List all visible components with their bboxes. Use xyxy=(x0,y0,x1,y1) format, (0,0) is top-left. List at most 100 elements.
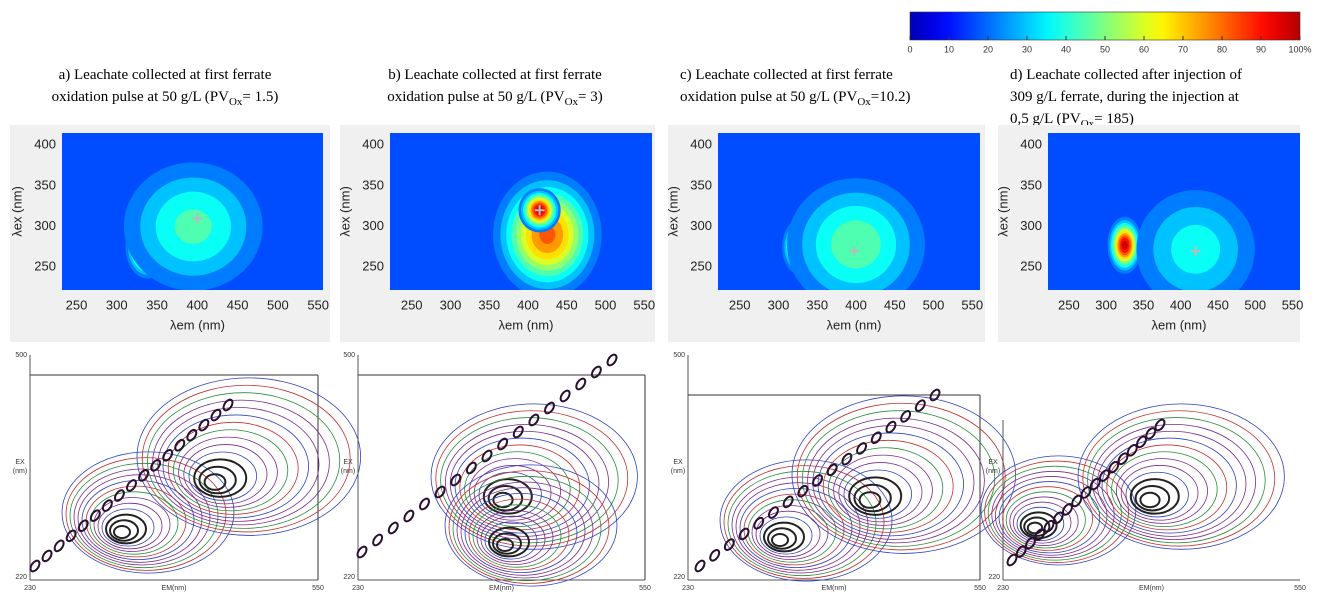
scatter-band xyxy=(186,428,198,442)
contour-line xyxy=(167,421,299,515)
y-axis-label: (nm) xyxy=(13,468,27,475)
x-tick-label: 500 xyxy=(267,297,289,312)
scatter-band xyxy=(544,401,555,415)
contour-line xyxy=(449,430,600,537)
contour-line xyxy=(1129,478,1180,515)
peak-marker xyxy=(849,245,860,256)
contour-line xyxy=(848,476,903,516)
contour-line xyxy=(838,462,923,523)
caption-text: = 3) xyxy=(578,89,603,105)
scatter-band xyxy=(782,495,794,509)
caption-line: 309 g/L ferrate, during the injection at xyxy=(1010,89,1240,105)
scatter-band xyxy=(1126,444,1138,457)
contour-line xyxy=(480,515,546,563)
contour-line xyxy=(767,527,797,550)
contour-line xyxy=(468,458,561,524)
scatter-band xyxy=(1015,545,1027,558)
contour-line xyxy=(183,444,268,505)
scatter-band xyxy=(797,484,809,498)
y-axis-label: (nm) xyxy=(341,468,355,475)
x-axis-label: EM(nm) xyxy=(489,585,514,592)
y-axis-label: EX xyxy=(673,459,683,466)
peak-marker xyxy=(534,205,545,216)
x-tick-label: 300 xyxy=(440,297,462,312)
scatter-band xyxy=(1034,528,1046,541)
scatter-band xyxy=(900,410,912,423)
contour-line xyxy=(991,470,1115,559)
x-tick-label: 300 xyxy=(106,297,128,312)
y-axis-label: (nm) xyxy=(986,468,1000,475)
scatter-band xyxy=(403,509,415,523)
contour-line xyxy=(173,429,289,512)
caption-line: oxidation pulse at 50 g/L (PVOx= 3) xyxy=(387,89,603,108)
scatter-band xyxy=(222,398,234,412)
x-axis-label: λem (nm) xyxy=(827,317,882,332)
y-axis-label: EX xyxy=(15,459,25,466)
contour-line xyxy=(472,504,562,568)
scatter-band xyxy=(870,431,882,445)
scatter-band xyxy=(559,389,571,403)
scatter-band xyxy=(419,497,430,511)
caption-text: d) Leachate collected after injection of xyxy=(1010,67,1242,83)
scatter-band xyxy=(723,538,735,551)
scatter-band xyxy=(753,516,765,530)
scatter-band xyxy=(1154,418,1166,432)
x-max-label: 550 xyxy=(1294,585,1306,592)
contour-line xyxy=(801,410,996,547)
x-axis-label: λem (nm) xyxy=(1152,317,1207,332)
scatter-band xyxy=(434,485,446,499)
y-tick-label: 250 xyxy=(1020,259,1042,274)
y-tick-label: 350 xyxy=(362,177,384,192)
contour-line xyxy=(476,510,554,565)
colorbar-tick-label: 0 xyxy=(907,44,912,54)
contour-line xyxy=(464,451,571,528)
x-axis-label: EM(nm) xyxy=(162,585,187,592)
heatmap-level xyxy=(1121,240,1128,250)
scatter-band xyxy=(1117,452,1129,466)
scatter-band xyxy=(174,438,186,452)
x-min-label: 230 xyxy=(24,585,36,592)
colorbar-tick-label: 80 xyxy=(1217,44,1227,54)
scatter-band xyxy=(450,473,462,487)
scatter-band xyxy=(150,459,162,472)
contour-line xyxy=(203,473,227,491)
caption-text: oxidation pulse at 50 g/L (PV xyxy=(52,89,230,105)
y-tick-label: 300 xyxy=(362,218,384,233)
y-tick-label: 400 xyxy=(690,137,712,152)
contour-line xyxy=(1096,430,1247,537)
x-axis-label: λem (nm) xyxy=(499,317,554,332)
x-tick-label: 450 xyxy=(884,297,906,312)
contour-line xyxy=(1012,501,1072,544)
scatter-band xyxy=(29,559,41,573)
caption-text: a) Leachate collected at first ferrate xyxy=(59,67,272,83)
contour-line xyxy=(444,464,618,587)
contour-line xyxy=(93,497,171,552)
y-min-label: 220 xyxy=(988,574,1000,581)
contour-line xyxy=(984,460,1129,563)
y-tick-label: 400 xyxy=(34,137,56,152)
caption-text: = 1.5) xyxy=(242,89,278,105)
scatter-band xyxy=(738,527,750,541)
colorbar xyxy=(909,11,1301,41)
caption-line: oxidation pulse at 50 g/L (PVOx=10.2) xyxy=(680,89,911,108)
y-tick-label: 350 xyxy=(1020,177,1042,192)
scatter-band xyxy=(89,509,101,522)
y-tick-label: 250 xyxy=(362,259,384,274)
scatter-band xyxy=(1080,486,1092,499)
caption-text: = 185) xyxy=(1094,111,1134,127)
contour-line xyxy=(435,410,629,547)
x-tick-label: 400 xyxy=(845,297,867,312)
y-min-label: 220 xyxy=(343,574,355,581)
scatter-band xyxy=(465,461,477,475)
y-tick-label: 400 xyxy=(1020,137,1042,152)
contour-line xyxy=(464,492,578,573)
contour-line xyxy=(1125,471,1189,518)
scatter-band xyxy=(65,529,77,543)
scatter-band xyxy=(372,533,384,547)
contour-line xyxy=(73,468,211,566)
y-axis-label: λex (nm) xyxy=(995,186,1010,237)
contour-line xyxy=(994,476,1108,556)
contour-line xyxy=(755,510,821,558)
y-tick-label: 300 xyxy=(690,218,712,233)
contour-line xyxy=(452,475,602,582)
